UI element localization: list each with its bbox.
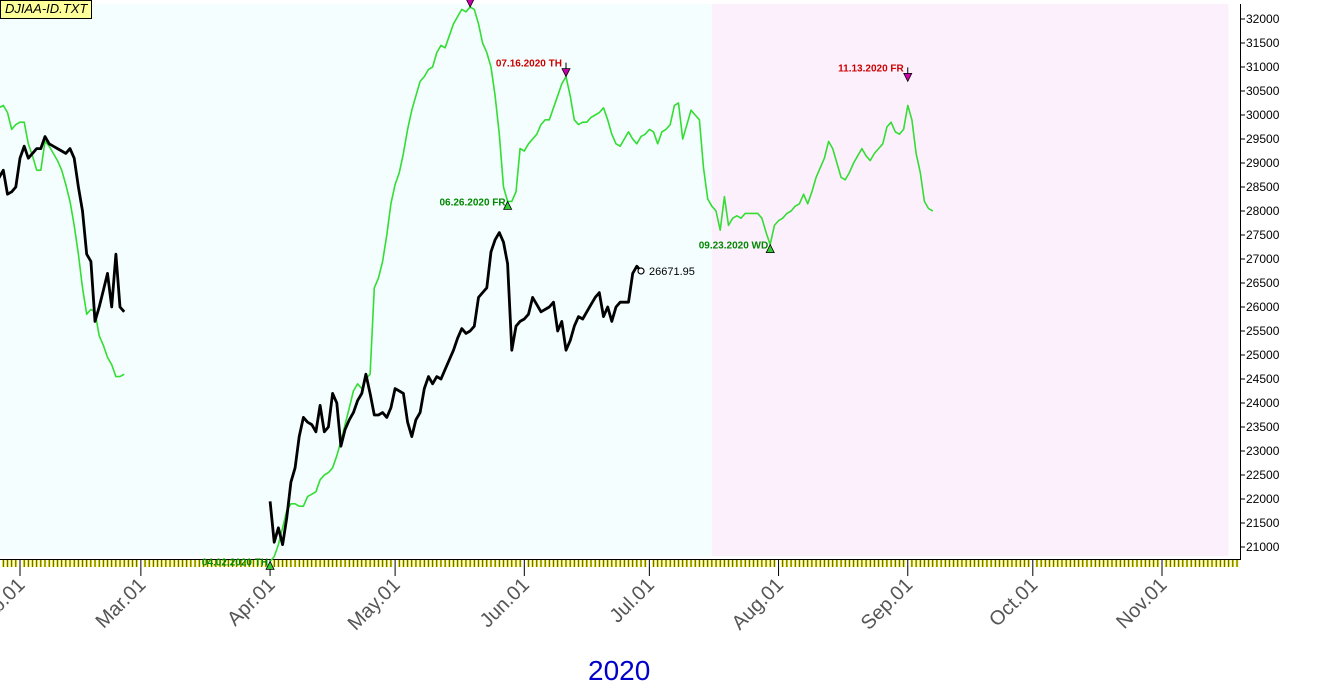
y-axis: 21000 21500 22000 22500 23000 23500 24000 24500… [1240,12,1280,554]
x-tick-label: Apr.01 [223,574,279,630]
year-label: 2020 [588,655,651,686]
series-line-0 [0,6,934,562]
x-tick-label: Jul.01 [606,574,659,627]
y-tick-label: 30500 [1246,84,1280,98]
x-tick-label: Feb.01 [0,574,30,634]
y-tick-label: 27000 [1246,252,1280,266]
y-tick-label: 24500 [1246,372,1280,386]
y-tick-label: 30000 [1246,108,1280,122]
high-marker-label: 11.13.2020 FR [838,63,904,74]
chart-background [0,4,1241,560]
y-tick-label: 25500 [1246,324,1280,338]
x-tick-label: Mar.01 [92,574,151,633]
y-tick-label: 29000 [1246,156,1280,170]
x-tick-label: Jun.01 [476,574,534,632]
y-tick-label: 25000 [1246,348,1280,362]
y-tick-label: 24000 [1246,396,1280,410]
y-tick-label: 31000 [1246,60,1280,74]
y-tick-label: 22000 [1246,492,1280,506]
x-tick-label: Nov.01 [1112,574,1171,633]
y-tick-label: 21500 [1246,516,1280,530]
high-marker-icon [466,0,475,8]
low-marker-label: 09.23.2020 WD [699,241,769,252]
low-marker-icon [502,200,513,210]
series-layer [0,6,934,562]
y-tick-label: 21000 [1246,540,1280,554]
y-tick-label: 26000 [1246,300,1280,314]
low-marker-label: 06.26.2020 FR [439,197,506,208]
y-tick-label: 28000 [1246,204,1280,218]
y-tick-label: 28500 [1246,180,1280,194]
x-tick-label: Sep.01 [857,574,917,634]
last-value-label: 26671.95 [649,266,695,278]
low-marker-label: 04.02.2020 TH [202,557,268,568]
y-tick-label: 31500 [1246,36,1280,50]
shaded-region-1 [711,4,1229,556]
y-tick-label: 23000 [1246,444,1280,458]
x-tick-label: May.01 [344,574,405,635]
y-tick-label: 23500 [1246,420,1280,434]
high-marker-label: 07.16.2020 TH [496,59,562,70]
last-value-dot [637,267,645,275]
x-axis: Feb.01 Mar.01 Apr.01 May.01 Jun.01 Jul.01 Aug.… [0,559,1240,635]
y-tick-label: 29500 [1246,132,1280,146]
y-tick-label: 26500 [1246,276,1280,290]
series-line-1 [0,135,643,546]
low-marker-icon [265,560,275,570]
x-tick-label: Oct.01 [985,574,1042,631]
file-label: DJIAA-ID.TXT [0,0,93,19]
low-marker-icon [765,243,775,253]
x-tick-label: Aug.01 [728,574,788,634]
y-tick-label: 32000 [1246,12,1280,26]
y-tick-label: 22500 [1246,468,1280,482]
y-tick-label: 27500 [1246,228,1280,242]
